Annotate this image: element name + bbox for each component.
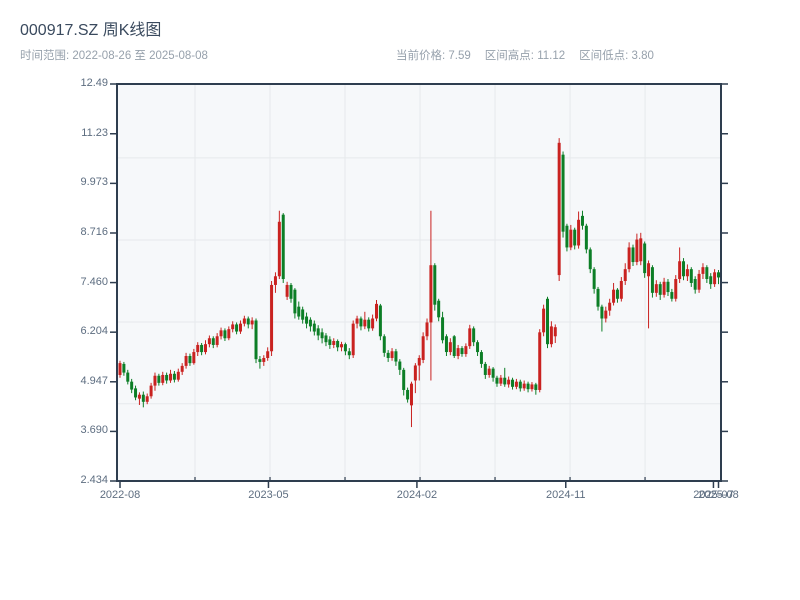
stat-range-high: 区间高点: 11.12 <box>484 50 566 62</box>
price-stats: 当前价格: 7.59 区间高点: 11.12 区间低点: 3.80 <box>396 47 654 63</box>
plot-border <box>116 83 722 482</box>
y-tick-label: 8.716 <box>80 225 108 238</box>
x-tick-label: 2024-02 <box>396 489 438 501</box>
y-tick-label: 2.434 <box>80 474 108 486</box>
y-tick-label: 11.23 <box>81 126 108 139</box>
kline-canvas <box>110 83 728 488</box>
y-tick-label: 4.947 <box>80 374 108 387</box>
kline-chart: 12.49 11.23 9.973 8.716 7.460 6.204 4.947 3.690… <box>80 77 739 501</box>
y-tick-label: 12.49 <box>80 77 108 89</box>
plot-background <box>117 84 721 481</box>
x-tick-label: 2024-11 <box>545 489 586 501</box>
y-tick-label: 7.460 <box>80 275 108 288</box>
x-tick-label: 2025-08 <box>698 489 739 501</box>
axis-ticks <box>110 83 728 488</box>
x-tick-label: 2022-08 <box>99 489 141 501</box>
date-range-label: 时间范围: 2022-08-26 至 2025-08-08 <box>20 50 208 62</box>
x-tick-label: 2023-05 <box>248 489 289 501</box>
y-tick-label: 9.973 <box>80 176 108 189</box>
candles <box>118 138 720 428</box>
x-tick-label: 2025-07 <box>693 489 734 501</box>
y-tick-label: 3.690 <box>80 424 108 437</box>
y-tick-label: 6.204 <box>80 325 108 338</box>
gridlines <box>117 84 721 481</box>
page-title: 000917.SZ 周K线图 <box>20 22 162 39</box>
stat-current-price: 当前价格: 7.59 <box>396 50 471 62</box>
stat-range-low: 区间低点: 3.80 <box>579 50 654 62</box>
